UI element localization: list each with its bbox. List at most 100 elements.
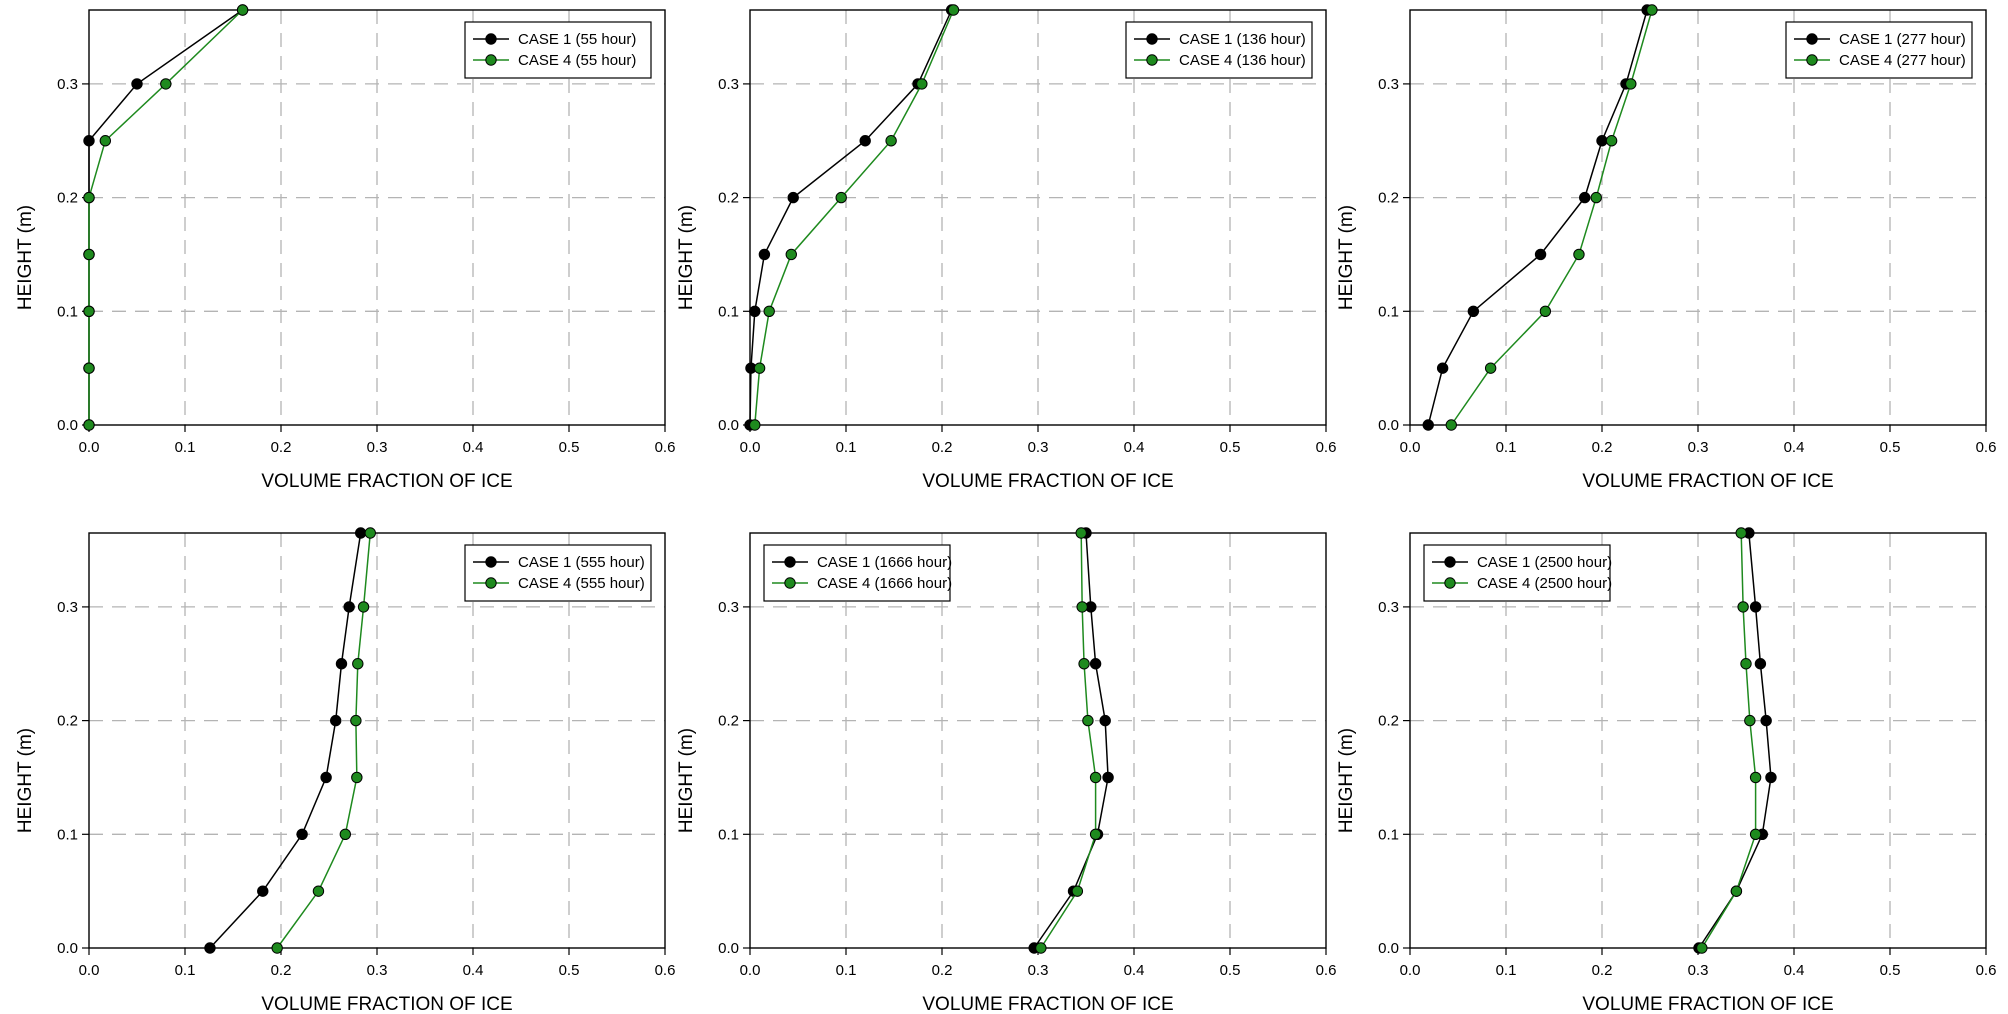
data-point [236,4,249,16]
data-point [1579,191,1591,204]
data-point [753,362,766,374]
data-point [1754,658,1767,670]
legend: CASE 1 (136 hour) CASE 4 (136 hour) [1125,21,1313,79]
y-tick-label: 0.2 [1378,190,1399,207]
data-point [1078,658,1090,670]
x-tick-label: 0.1 [1496,439,1517,456]
x-tick-label: 0.1 [836,439,857,456]
data-point [83,135,95,147]
legend-entry: CASE 4 (555 hour) [518,575,645,592]
data-point [1749,771,1762,784]
legend-marker [1444,577,1456,589]
x-tick-label: 0.1 [836,962,857,979]
y-tick-label: 0.1 [1378,826,1399,843]
legend: CASE 1 (277 hour) CASE 4 (277 hour) [1785,21,1973,79]
data-point [1760,714,1772,727]
legend-marker [1806,54,1818,66]
legend-entry: CASE 4 (1666 hour) [817,575,952,592]
legend-marker [485,556,497,568]
data-point [271,942,283,954]
series-line-1 [1427,9,1648,426]
series-line-2 [1450,9,1653,426]
x-tick-label: 0.2 [932,962,953,979]
data-point [296,828,308,841]
y-tick-label: 0.3 [718,599,739,616]
data-point [351,771,363,784]
series-line-1 [209,532,362,949]
data-point [335,658,348,670]
legend-entry: CASE 4 (55 hour) [518,52,636,69]
series-line-2 [276,532,372,949]
y-tick-label: 0.2 [1378,713,1399,730]
chart-panel-5: 0.0 0.1 0.2 0.3 0.4 0.5 0.6 0.0 0.1 0.2 0.3 VOLUME … [676,527,1336,1014]
data-point [83,419,95,431]
y-tick-label: 0.3 [57,599,78,616]
x-tick-label: 0.2 [1592,962,1613,979]
data-point [1099,714,1111,727]
legend: CASE 1 (1666 hour) CASE 4 (1666 hour) [763,544,952,602]
data-point [1646,4,1658,16]
y-tick-label: 0.1 [57,303,78,320]
data-point [131,78,143,90]
y-axis-label: HEIGHT (m) [15,728,36,833]
x-tick-label: 0.2 [271,962,292,979]
x-tick-label: 0.0 [1400,962,1421,979]
data-point [330,714,342,727]
x-axis-label: VOLUME FRACTION OF ICE [922,994,1173,1014]
data-point [785,248,797,261]
data-point [1749,601,1762,613]
legend-marker [485,577,497,589]
x-tick-label: 0.0 [740,439,761,456]
data-point [1573,248,1585,261]
x-axis-label: VOLUME FRACTION OF ICE [261,471,512,492]
x-tick-label: 0.6 [655,439,676,456]
x-tick-label: 0.6 [655,962,676,979]
y-tick-label: 0.0 [718,417,739,434]
y-tick-label: 0.3 [57,76,78,93]
data-point [1089,658,1102,670]
data-point [758,248,771,261]
y-tick-label: 0.0 [57,417,78,434]
x-tick-label: 0.4 [1124,439,1145,456]
data-point [1484,362,1497,374]
x-tick-label: 0.6 [1316,439,1337,456]
x-tick-label: 0.5 [1220,439,1241,456]
x-tick-label: 0.1 [1496,962,1517,979]
data-point [1102,771,1114,784]
legend-box [1785,21,1973,79]
x-tick-label: 0.2 [1592,439,1613,456]
legend-entry: CASE 4 (136 hour) [1179,52,1306,69]
data-point [1539,305,1552,318]
data-point [1737,601,1749,613]
legend-marker [1806,33,1818,45]
x-axis-label: VOLUME FRACTION OF ICE [1582,994,1833,1014]
data-point [1744,714,1756,727]
data-point [350,714,362,727]
data-point [1467,305,1480,318]
legend: CASE 1 (2500 hour) CASE 4 (2500 hour) [1423,544,1612,602]
y-axis-label: HEIGHT (m) [1336,205,1357,310]
data-point [1765,771,1777,784]
y-axis-label: HEIGHT (m) [676,205,697,310]
y-tick-label: 0.0 [1378,417,1399,434]
data-point [257,885,269,897]
y-tick-label: 0.1 [718,303,739,320]
series-line-2 [88,9,244,425]
legend: CASE 1 (555 hour) CASE 4 (555 hour) [464,544,652,602]
x-axis-label: VOLUME FRACTION OF ICE [261,994,512,1014]
y-tick-label: 0.2 [57,190,78,207]
data-point [83,362,95,374]
y-tick-label: 0.1 [57,826,78,843]
x-tick-label: 0.3 [1028,962,1049,979]
series-line-1 [1698,532,1772,949]
x-tick-label: 0.5 [1880,962,1901,979]
x-axis-label: VOLUME FRACTION OF ICE [1582,471,1833,492]
x-tick-label: 0.4 [1124,962,1145,979]
chart-panel-3: 0.0 0.1 0.2 0.3 0.4 0.5 0.6 0.0 0.1 0.2 0.3 VOLUME … [1336,4,1996,492]
x-tick-label: 0.5 [559,439,580,456]
legend-marker [1146,54,1158,66]
chart-panel-4: 0.0 0.1 0.2 0.3 0.4 0.5 0.6 0.0 0.1 0.2 0.3 VOLUME … [15,527,676,1014]
legend-marker [1146,33,1158,45]
x-tick-label: 0.3 [1688,439,1709,456]
series-line-2 [1040,532,1097,949]
